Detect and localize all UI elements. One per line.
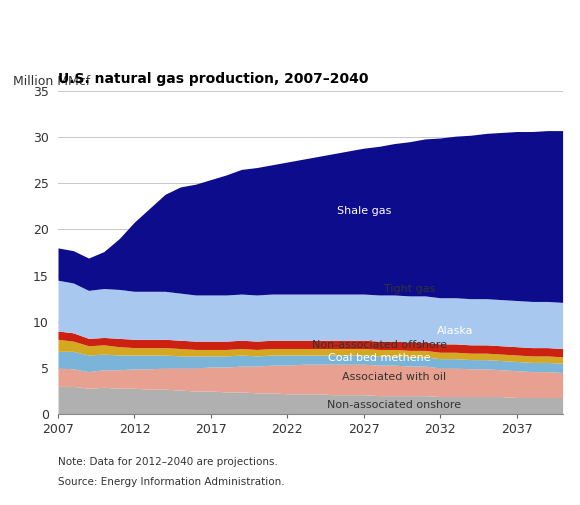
Text: Alaska: Alaska	[437, 326, 474, 336]
Text: Note: Data for 2012–2040 are projections.: Note: Data for 2012–2040 are projections…	[58, 457, 278, 467]
Text: Coal bed methene: Coal bed methene	[328, 353, 430, 363]
Text: Non-associated onshore: Non-associated onshore	[327, 400, 462, 410]
Text: Source: Energy Information Administration.: Source: Energy Information Administratio…	[58, 477, 285, 487]
Text: Non-associated offshore: Non-associated offshore	[311, 340, 447, 350]
Text: U.S. natural gas production, 2007–2040: U.S. natural gas production, 2007–2040	[58, 72, 368, 85]
Text: Tight gas: Tight gas	[384, 284, 436, 294]
Text: Associated with oil: Associated with oil	[342, 372, 447, 382]
Text: Shale gas: Shale gas	[336, 206, 391, 216]
Text: Million MMcf: Million MMcf	[13, 75, 90, 88]
